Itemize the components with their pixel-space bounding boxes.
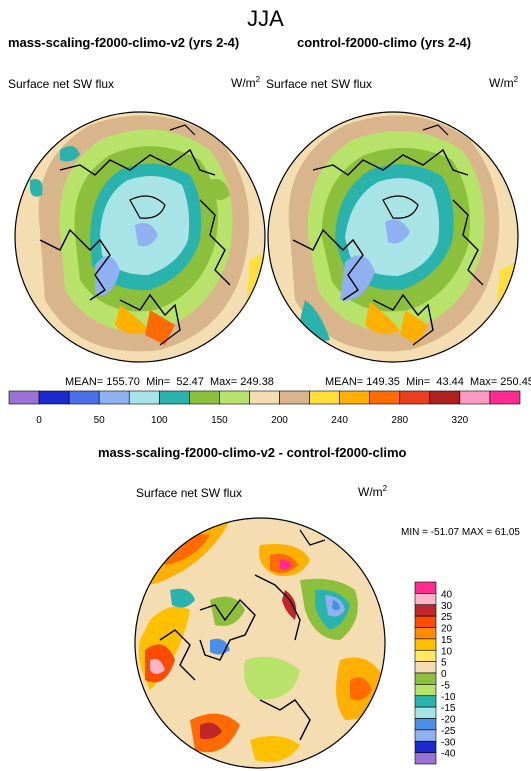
- colorbar-top-swatch: [309, 390, 340, 405]
- panel-1-min-value: 52.47: [176, 376, 204, 388]
- polar-map-difference: [134, 517, 386, 769]
- colorbar-difference-tick-label: 25: [441, 612, 453, 623]
- colorbar-top-tick-label: 320: [452, 415, 469, 426]
- colorbar-difference-tick-label: 20: [441, 624, 453, 635]
- panel-2-min-label: Min=: [406, 376, 431, 388]
- diff-panel-title: mass-scaling-f2000-climo-v2 - control-f2…: [98, 445, 407, 460]
- panel-1-field-label: Surface net SW flux: [8, 77, 115, 91]
- colorbar-difference-swatch: [414, 581, 437, 594]
- polar-map-panel-1: [14, 111, 266, 363]
- polar-map-panel-2: [267, 111, 519, 363]
- colorbar-top-tick-label: 100: [151, 415, 168, 426]
- colorbar-top-tick-label: 150: [211, 415, 228, 426]
- colorbar-top-swatch: [429, 390, 461, 405]
- panel-2-max-label: Max=: [470, 376, 498, 388]
- colorbar-top-swatch: [399, 390, 431, 405]
- panel-1-max-label: Max=: [210, 376, 238, 388]
- diff-panel-units: W/m2: [358, 484, 388, 499]
- panel-2-title: control-f2000-climo (yrs 2-4): [297, 35, 472, 50]
- colorbar-top-tick-label: 50: [94, 415, 106, 426]
- diff-panel-stats: MIN = -51.07 MAX = 61.05: [401, 527, 520, 538]
- colorbar-top-tick-label: 240: [331, 415, 348, 426]
- colorbar-top-swatch: [279, 390, 310, 405]
- colorbar-top-swatch: [128, 390, 160, 405]
- colorbar-difference-swatch: [414, 672, 437, 685]
- colorbar-top-swatch: [369, 390, 401, 405]
- colorbar-top-tick-label: 0: [36, 415, 42, 426]
- colorbar-difference-swatch: [414, 684, 437, 697]
- panel-1-mean-value: 155.70: [106, 376, 140, 388]
- colorbar-difference-tick-label: -25: [441, 726, 456, 737]
- panel-2-min-value: 43.44: [436, 376, 464, 388]
- colorbar-difference-swatch: [414, 604, 437, 617]
- colorbar-top-swatch: [8, 390, 40, 405]
- colorbar-difference-swatch: [414, 729, 437, 742]
- diff-panel-field-label: Surface net SW flux: [136, 486, 243, 500]
- colorbar-difference-swatch: [414, 706, 437, 719]
- panel-2-mean-label: MEAN=: [325, 376, 364, 388]
- colorbar-top-tick-label: 200: [271, 415, 288, 426]
- colorbar-difference-tick-label: 40: [441, 589, 453, 600]
- colorbar-difference-swatch: [414, 627, 437, 640]
- colorbar-difference-tick-label: -20: [441, 715, 456, 726]
- colorbar-difference-swatch: [414, 615, 437, 628]
- colorbar-difference-swatch: [414, 638, 437, 651]
- colorbar-difference-tick-label: -5: [441, 680, 450, 691]
- colorbar-top-swatch: [158, 390, 190, 405]
- colorbar-difference-tick-label: -40: [441, 749, 456, 760]
- colorbar-top-swatch: [38, 390, 70, 405]
- panel-2-max-value: 250.45: [500, 376, 531, 388]
- panel-1-title: mass-scaling-f2000-climo-v2 (yrs 2-4): [8, 35, 240, 50]
- colorbar-top-swatch: [98, 390, 130, 405]
- colorbar-top-swatch: [249, 390, 280, 405]
- colorbar-top-swatch: [459, 390, 491, 405]
- panel-1-min-label: Min=: [146, 376, 171, 388]
- colorbar-difference-tick-label: 30: [441, 601, 453, 612]
- colorbar-top-swatch: [219, 390, 250, 405]
- panel-1-stats: MEAN= 155.70 Min= 52.47 Max= 249.38: [65, 376, 274, 388]
- colorbar-difference-swatch: [414, 649, 437, 662]
- panel-2-stats: MEAN= 149.35 Min= 43.44 Max= 250.45: [325, 376, 531, 388]
- colorbar-top-swatch: [68, 390, 100, 405]
- figure-title: JJA: [247, 6, 284, 31]
- colorbar-difference-swatch: [414, 718, 437, 731]
- panel-2-field-label: Surface net SW flux: [266, 77, 373, 91]
- colorbar-difference-tick-label: -15: [441, 703, 456, 714]
- panel-1-units: W/m2: [231, 75, 261, 90]
- colorbar-top-swatch: [339, 390, 371, 405]
- colorbar-difference-swatch: [414, 752, 437, 765]
- colorbar-top-tick-label: 280: [391, 415, 408, 426]
- colorbar-difference-swatch: [414, 593, 437, 606]
- panel-2-units: W/m2: [489, 75, 519, 90]
- colorbar-top: 0 50 100 150 200 240 280 320: [8, 390, 521, 426]
- colorbar-difference-tick-label: 5: [441, 658, 447, 669]
- colorbar-difference-swatch: [414, 661, 437, 674]
- colorbar-top-swatch: [489, 390, 521, 405]
- colorbar-difference-tick-label: 10: [441, 646, 453, 657]
- colorbar-difference-tick-label: -10: [441, 692, 456, 703]
- colorbar-difference-swatch: [414, 695, 437, 708]
- panel-1-mean-label: MEAN=: [65, 376, 104, 388]
- colorbar-difference-swatch: [414, 740, 437, 753]
- colorbar-top-swatch: [189, 390, 220, 405]
- panel-1-max-value: 249.38: [240, 376, 274, 388]
- colorbar-difference-tick-label: 15: [441, 635, 453, 646]
- panel-2-mean-value: 149.35: [366, 376, 400, 388]
- colorbar-difference-tick-label: -30: [441, 737, 456, 748]
- colorbar-difference-tick-label: 0: [441, 669, 447, 680]
